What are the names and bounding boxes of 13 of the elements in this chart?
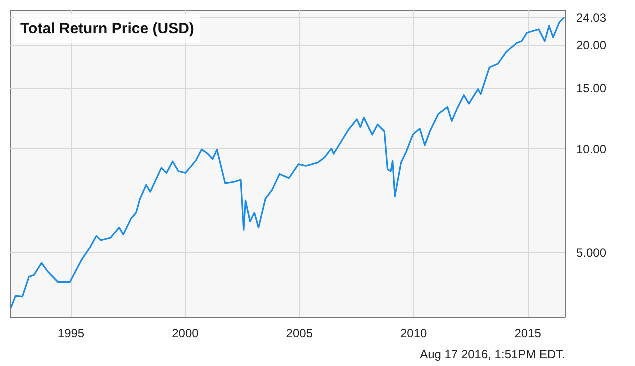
x-tick-label: 2000: [172, 326, 200, 340]
x-tick-label: 2005: [286, 326, 314, 340]
y-tick-label: 15.00: [576, 82, 607, 96]
y-tick-label: 5.000: [576, 246, 607, 260]
text: Total Return Price (USD): [20, 20, 194, 38]
y-tick-label: 24.03: [576, 11, 607, 26]
y-tick-label: 10.00: [576, 142, 607, 156]
x-tick-label: 1995: [58, 326, 85, 340]
x-tick-label: 2010: [400, 326, 428, 340]
x-tick-label: 2015: [514, 326, 542, 340]
text: Aug 17 2016, 1:51PM EDT.: [420, 348, 566, 362]
y-tick-label: 20.00: [576, 38, 607, 53]
line-series: [10, 16, 566, 309]
